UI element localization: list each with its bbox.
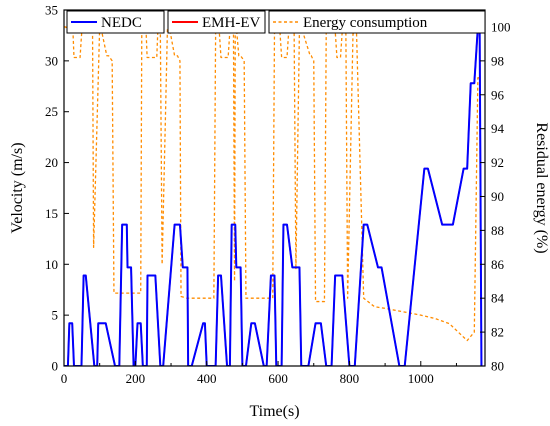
series-line-nedc [64, 26, 483, 366]
y-right-tick-label: 84 [491, 291, 505, 306]
y-left-tick-label: 35 [45, 3, 58, 18]
y-left-tick-label: 10 [45, 257, 58, 272]
y-left-tick-label: 20 [45, 155, 58, 170]
y-right-tick-label: 86 [491, 257, 505, 272]
x-tick-label: 400 [197, 371, 217, 386]
legend-label: Energy consumption [303, 15, 428, 31]
y-right-tick-label: 82 [491, 325, 504, 340]
legend-box [268, 10, 486, 34]
legend-box [167, 10, 266, 34]
y-right-tick-label: 98 [491, 53, 504, 68]
y-right-tick-label: 88 [491, 223, 504, 238]
plot-area [64, 26, 483, 366]
x-axis-title: Time(s) [249, 403, 299, 420]
series-line-energy-consumption [64, 26, 480, 342]
legend-label: NEDC [101, 15, 142, 31]
x-tick-label: 1000 [408, 371, 434, 386]
axes: 0 200 400 600 800 1000 0 5 10 15 20 25 30 35 80 82 84 86 8… [45, 3, 511, 387]
legend-entry-emh-ev: EMH-EV [167, 10, 266, 34]
y-axis-right-title: Residual energy (%) [533, 122, 550, 253]
y-left-tick-label: 15 [45, 206, 58, 221]
x-tick-label: 200 [126, 371, 146, 386]
y-right-tick-label: 94 [491, 121, 505, 136]
y-right-tick-label: 100 [491, 19, 511, 34]
y-left-tick-label: 0 [52, 359, 59, 374]
legend-entry-energy-consumption: Energy consumption [268, 10, 486, 34]
y-right-tick-label: 92 [491, 155, 504, 170]
y-left-tick-label: 5 [52, 308, 59, 323]
y-right-tick-label: 96 [491, 87, 505, 102]
legend-box [66, 10, 165, 34]
legend: NEDC EMH-EV Energy consumption [66, 10, 486, 34]
y-right-tick-label: 90 [491, 189, 504, 204]
series-line-emh-ev [64, 26, 483, 366]
x-tick-label: 800 [340, 371, 360, 386]
y-left-tick-label: 25 [45, 104, 58, 119]
y-right-tick-label: 80 [491, 359, 504, 374]
y-left-tick-label: 30 [45, 53, 58, 68]
legend-label: EMH-EV [202, 15, 260, 31]
x-tick-label: 600 [268, 371, 288, 386]
legend-entry-nedc: NEDC [66, 10, 165, 34]
x-tick-label: 0 [61, 371, 68, 386]
y-axis-left-title: Velocity (m/s) [9, 142, 26, 233]
plot-frame [63, 9, 486, 367]
